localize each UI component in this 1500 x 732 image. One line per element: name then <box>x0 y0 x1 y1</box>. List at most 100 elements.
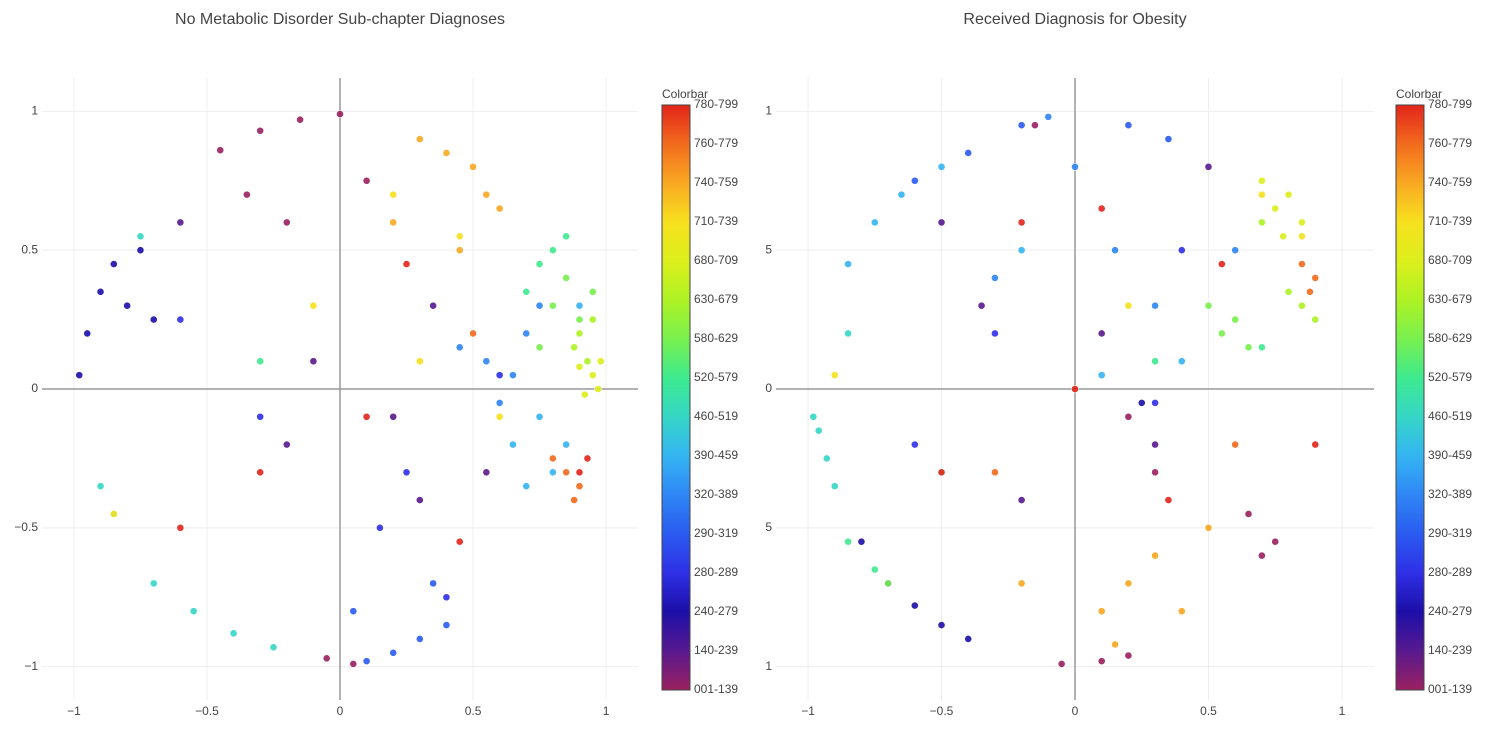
point <box>1244 343 1253 352</box>
point <box>336 110 344 118</box>
point <box>415 635 424 643</box>
x-tick-label: −0.5 <box>195 704 219 718</box>
point <box>96 287 105 296</box>
point <box>1177 357 1186 366</box>
colorbar-label: 240-279 <box>694 604 738 618</box>
y-tick-label: −0.5 <box>14 520 38 534</box>
point <box>256 468 265 477</box>
point <box>857 537 866 546</box>
point <box>1311 315 1320 324</box>
point <box>548 468 557 477</box>
point <box>535 301 544 310</box>
point <box>256 126 265 135</box>
point <box>1204 162 1213 171</box>
chart-title: Received Diagnosis for Obesity <box>963 11 1186 28</box>
colorbar-title: Colorbar <box>1396 87 1442 101</box>
y-tick-label: 5 <box>765 520 772 534</box>
point <box>1017 218 1026 227</box>
point <box>580 390 589 399</box>
colorbar-label: 630-679 <box>694 292 738 306</box>
colorbar-label: 460-519 <box>1428 409 1472 423</box>
point <box>830 482 839 491</box>
point <box>455 232 464 241</box>
colorbar-label: 740-759 <box>694 175 738 189</box>
point <box>991 468 999 477</box>
colorbar-label: 460-519 <box>694 409 738 423</box>
point <box>1111 640 1119 649</box>
point <box>570 496 579 504</box>
point <box>1271 204 1280 213</box>
point <box>376 523 384 532</box>
point <box>1177 246 1186 255</box>
point <box>1257 190 1266 199</box>
point <box>349 607 358 616</box>
point <box>1271 537 1280 546</box>
point <box>1257 218 1266 227</box>
y-tick-label: 1 <box>765 659 772 673</box>
point <box>256 412 265 421</box>
point <box>1017 496 1026 504</box>
point <box>415 135 424 143</box>
point <box>242 190 251 199</box>
point <box>495 371 504 380</box>
point <box>362 412 371 421</box>
point <box>588 315 597 324</box>
point <box>495 412 504 421</box>
point <box>844 329 852 338</box>
point <box>1164 496 1173 504</box>
point <box>1071 162 1079 171</box>
point <box>176 523 185 532</box>
y-tick-label: 0.5 <box>21 242 38 256</box>
point <box>1298 218 1306 227</box>
point <box>149 315 158 324</box>
point <box>309 301 318 310</box>
point <box>109 260 118 268</box>
point <box>469 329 477 338</box>
point <box>482 357 491 366</box>
point <box>575 315 584 324</box>
point <box>469 162 477 171</box>
point <box>282 218 291 227</box>
point <box>296 115 304 124</box>
point <box>548 301 557 310</box>
point <box>1257 343 1266 352</box>
point <box>910 176 919 185</box>
point <box>415 357 424 366</box>
point <box>583 454 592 463</box>
point <box>1124 579 1133 588</box>
x-tick-label: 1 <box>603 704 610 718</box>
point <box>1017 246 1026 255</box>
point <box>1204 523 1213 532</box>
colorbar-label: 740-759 <box>1428 175 1472 189</box>
point <box>1298 232 1306 241</box>
point <box>442 621 451 629</box>
point <box>844 260 852 268</box>
colorbar-label: 680-709 <box>1428 253 1472 267</box>
point <box>1231 315 1240 324</box>
point <box>910 440 919 449</box>
point <box>964 149 973 157</box>
point <box>216 146 225 155</box>
point <box>1124 651 1133 660</box>
point <box>830 371 839 380</box>
point <box>402 260 411 268</box>
point <box>455 343 464 352</box>
point <box>535 412 544 421</box>
point <box>910 601 919 610</box>
point <box>1057 660 1066 668</box>
point <box>389 190 398 199</box>
point <box>136 246 145 255</box>
point <box>937 162 946 171</box>
colorbar-label: 760-779 <box>694 136 738 150</box>
point <box>455 246 464 255</box>
x-tick-label: −0.5 <box>930 704 954 718</box>
point <box>1311 440 1320 449</box>
chart-title: No Metabolic Disorder Sub-chapter Diagno… <box>175 11 505 28</box>
point <box>1257 551 1266 560</box>
y-tick-label: 0 <box>31 381 38 395</box>
point <box>596 357 605 366</box>
colorbar-label: 780-799 <box>694 97 738 111</box>
point <box>977 301 986 310</box>
point <box>1097 657 1106 666</box>
point <box>1044 112 1053 121</box>
